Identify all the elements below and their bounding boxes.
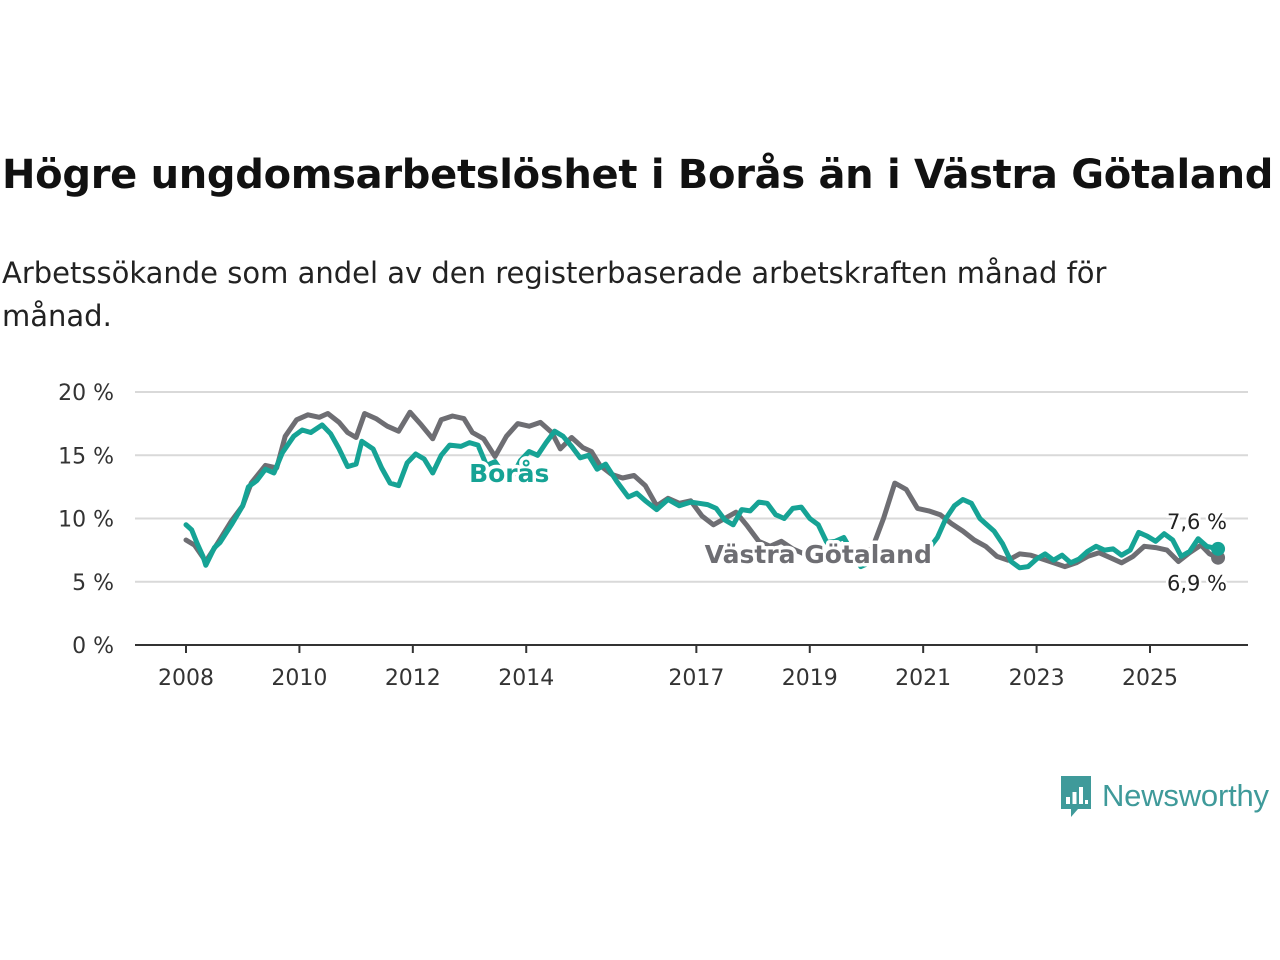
y-tick-label: 15 % xyxy=(58,444,114,469)
y-tick-label: 5 % xyxy=(72,571,114,596)
x-tick-label: 2010 xyxy=(271,666,327,691)
y-tick-label: 20 % xyxy=(58,381,114,406)
y-tick-label: 0 % xyxy=(72,634,114,659)
x-tick-label: 2025 xyxy=(1122,666,1178,691)
series-labels: Borås Västra Götaland 7,6 % 6,9 % xyxy=(466,455,1230,598)
line-chart: 0 %5 %10 %15 %20 % 2008 2010 2012 2014 2017 2… xyxy=(58,381,1248,691)
brand-name: Newsworthy xyxy=(1102,778,1269,813)
chart-title: Högre ungdomsarbetslöshet i Borås än i V… xyxy=(2,152,1274,198)
x-tick-label: 2008 xyxy=(158,666,214,691)
x-tick-label: 2017 xyxy=(668,666,724,691)
x-tick-label: 2019 xyxy=(782,666,838,691)
series-line xyxy=(183,422,1221,571)
bar-chart-speech-bubble-icon xyxy=(1061,776,1091,817)
x-tick-label: 2023 xyxy=(1009,666,1065,691)
series-lines xyxy=(183,409,1226,571)
x-tick-label: 2014 xyxy=(498,666,554,691)
series-label: Västra Götaland xyxy=(705,540,932,569)
x-tick-label: 2012 xyxy=(385,666,441,691)
y-tick-label: 10 % xyxy=(58,508,114,533)
chart-subtitle: Arbetssökande som andel av den registerb… xyxy=(2,256,1107,333)
series-label: Borås xyxy=(469,459,549,488)
end-value-label: 6,9 % xyxy=(1167,572,1227,596)
gridlines xyxy=(135,391,1248,583)
newsworthy-logo[interactable]: Newsworthy xyxy=(1058,772,1269,820)
x-tick-label: 2021 xyxy=(895,666,951,691)
series-end-point xyxy=(1211,541,1226,556)
series-line xyxy=(183,409,1221,570)
x-axis: 2008 2010 2012 2014 2017 2019 2021 2023 2025 xyxy=(135,644,1248,691)
end-value-label: 7,6 % xyxy=(1167,510,1227,534)
y-axis-ticks: 0 % 5 % 10 % 15 % 20 % xyxy=(58,381,114,659)
